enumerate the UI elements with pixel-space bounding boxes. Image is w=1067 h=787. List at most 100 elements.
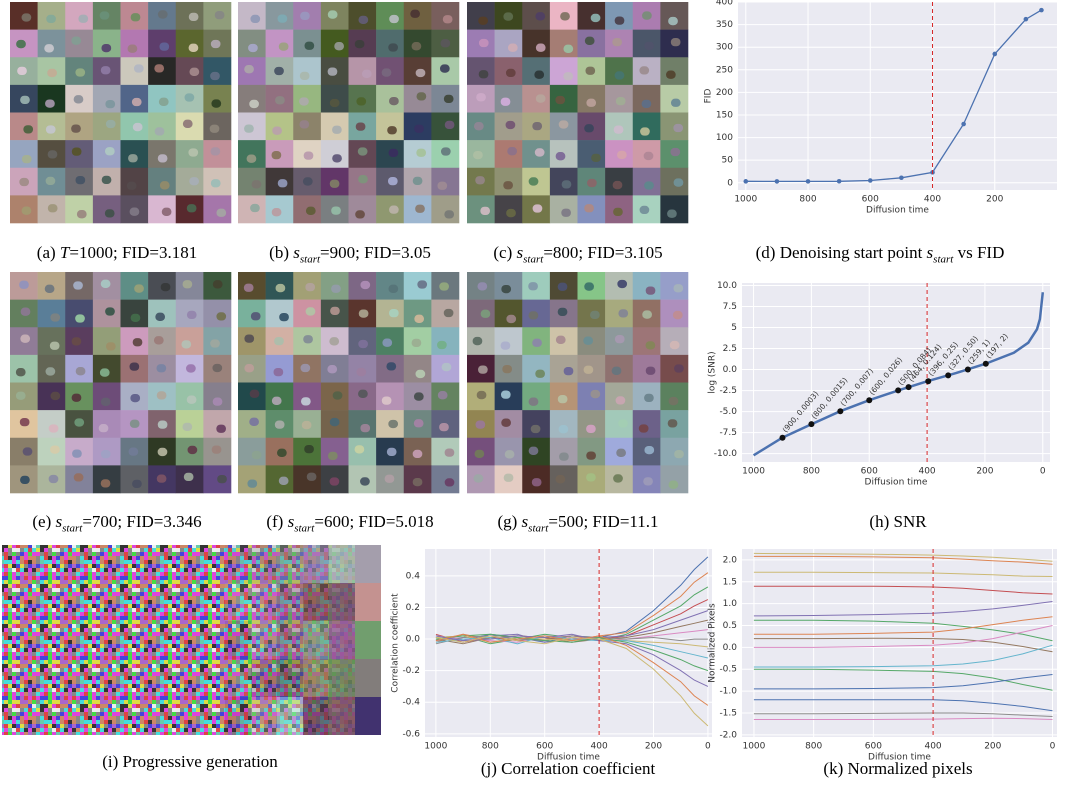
emerging-image <box>303 621 329 659</box>
emerging-image <box>329 583 355 621</box>
x-tick-label: 800 <box>803 467 820 477</box>
x-tick-label: 600 <box>536 742 553 752</box>
thumbnail-detail <box>279 477 289 485</box>
thumbnail-detail <box>590 390 600 398</box>
thumbnail <box>495 327 523 355</box>
caption-text: =800; FID=3.105 <box>543 243 662 262</box>
thumbnail-detail <box>473 337 483 345</box>
thumbnail-detail <box>74 95 84 103</box>
emerging-image <box>251 697 277 735</box>
thumbnail-detail <box>20 418 30 426</box>
thumbnail-detail <box>46 177 56 185</box>
thumbnail-detail <box>272 208 282 216</box>
thumbnail-detail <box>615 16 625 24</box>
thumbnail <box>550 355 578 383</box>
image-grid <box>467 2 688 223</box>
thumbnail-detail <box>528 282 538 290</box>
thumbnail-detail <box>158 154 168 162</box>
thumbnail <box>121 300 149 328</box>
thumbnail-detail <box>330 180 340 188</box>
marker <box>837 179 842 184</box>
y-tick-label: -2.5 <box>719 386 737 396</box>
thumbnail-detail <box>157 475 167 483</box>
emerging-image <box>277 621 303 659</box>
thumbnail-detail <box>584 282 594 290</box>
thumbnail-detail <box>415 205 425 213</box>
thumbnail-detail <box>614 126 624 134</box>
emerging-image <box>277 545 303 583</box>
thumbnail-detail <box>44 44 54 52</box>
thumbnail-detail <box>536 44 546 52</box>
thumbnail <box>550 410 578 438</box>
thumbnail-detail <box>356 97 366 105</box>
thumbnail-detail <box>616 97 626 105</box>
thumbnail-detail <box>673 284 683 292</box>
thumbnail <box>93 85 121 113</box>
caption-prefix: (i) Progressive generation <box>102 752 278 771</box>
thumbnail-detail <box>417 92 427 100</box>
caption-prefix: (d) Denoising start point <box>756 243 923 262</box>
thumbnail-detail <box>529 177 539 185</box>
thumbnail-detail <box>559 452 569 460</box>
thumbnail-detail <box>183 423 193 431</box>
thumbnail-detail <box>356 122 366 130</box>
thumbnail-detail <box>276 284 286 292</box>
thumbnail <box>550 30 578 58</box>
y-tick-label: 200 <box>716 88 733 98</box>
thumbnail-detail <box>48 204 58 212</box>
thumbnail <box>148 140 176 168</box>
point <box>779 435 785 441</box>
thumbnail <box>605 57 633 85</box>
emerging-image <box>225 697 251 735</box>
thumbnail-detail <box>445 121 455 129</box>
thumbnail <box>121 272 149 300</box>
y-tick-label: 1.0 <box>723 599 738 609</box>
thumbnail-detail <box>16 392 26 400</box>
thumbnail-detail <box>563 45 573 53</box>
thumbnail-detail <box>666 71 676 79</box>
thumbnail-detail <box>533 204 543 212</box>
y-tick-label: 100 <box>716 133 733 143</box>
thumbnail <box>238 85 266 113</box>
emerging-image <box>251 659 277 697</box>
thumbnail-detail <box>22 155 32 163</box>
x-tick-label: 1000 <box>424 742 447 752</box>
thumbnail-detail <box>330 99 340 107</box>
x-tick-label: 0 <box>1040 467 1046 477</box>
thumbnail-detail <box>101 450 111 458</box>
thumbnail-detail <box>640 206 650 214</box>
thumbnail-detail <box>387 448 397 456</box>
thumbnail-detail <box>618 309 628 317</box>
y-tick-label: 10.0 <box>717 281 737 291</box>
thumbnail-detail <box>389 97 399 105</box>
thumbnail-detail <box>444 95 454 103</box>
emerging-image <box>355 545 381 583</box>
caption: (h) SNR <box>869 512 926 532</box>
thumbnail-detail <box>277 449 287 457</box>
thumbnail-detail <box>646 286 656 294</box>
thumbnail-detail <box>618 419 628 427</box>
thumbnail-detail <box>476 420 486 428</box>
thumbnail-detail <box>444 309 454 317</box>
thumbnail-detail <box>156 364 166 372</box>
thumbnail-detail <box>102 176 112 184</box>
thumbnail-detail <box>416 370 426 378</box>
x-tick-label: 600 <box>862 195 879 205</box>
thumbnail-detail <box>360 477 370 485</box>
thumbnail <box>376 2 404 30</box>
thumbnail <box>121 140 149 168</box>
thumbnail-detail <box>159 42 169 50</box>
thumbnail-detail <box>475 450 485 458</box>
thumbnail-detail <box>216 425 226 433</box>
thumbnail-detail <box>72 337 82 345</box>
thumbnail-detail <box>668 419 678 427</box>
y-tick-label: 150 <box>716 110 733 120</box>
thumbnail-detail <box>71 124 81 132</box>
thumbnail-detail <box>72 449 82 457</box>
thumbnail-detail <box>613 474 623 482</box>
thumbnail <box>266 30 294 58</box>
emerging-image <box>355 583 381 621</box>
thumbnail <box>121 168 149 196</box>
thumbnail-detail <box>159 98 169 106</box>
thumbnail <box>238 168 266 196</box>
